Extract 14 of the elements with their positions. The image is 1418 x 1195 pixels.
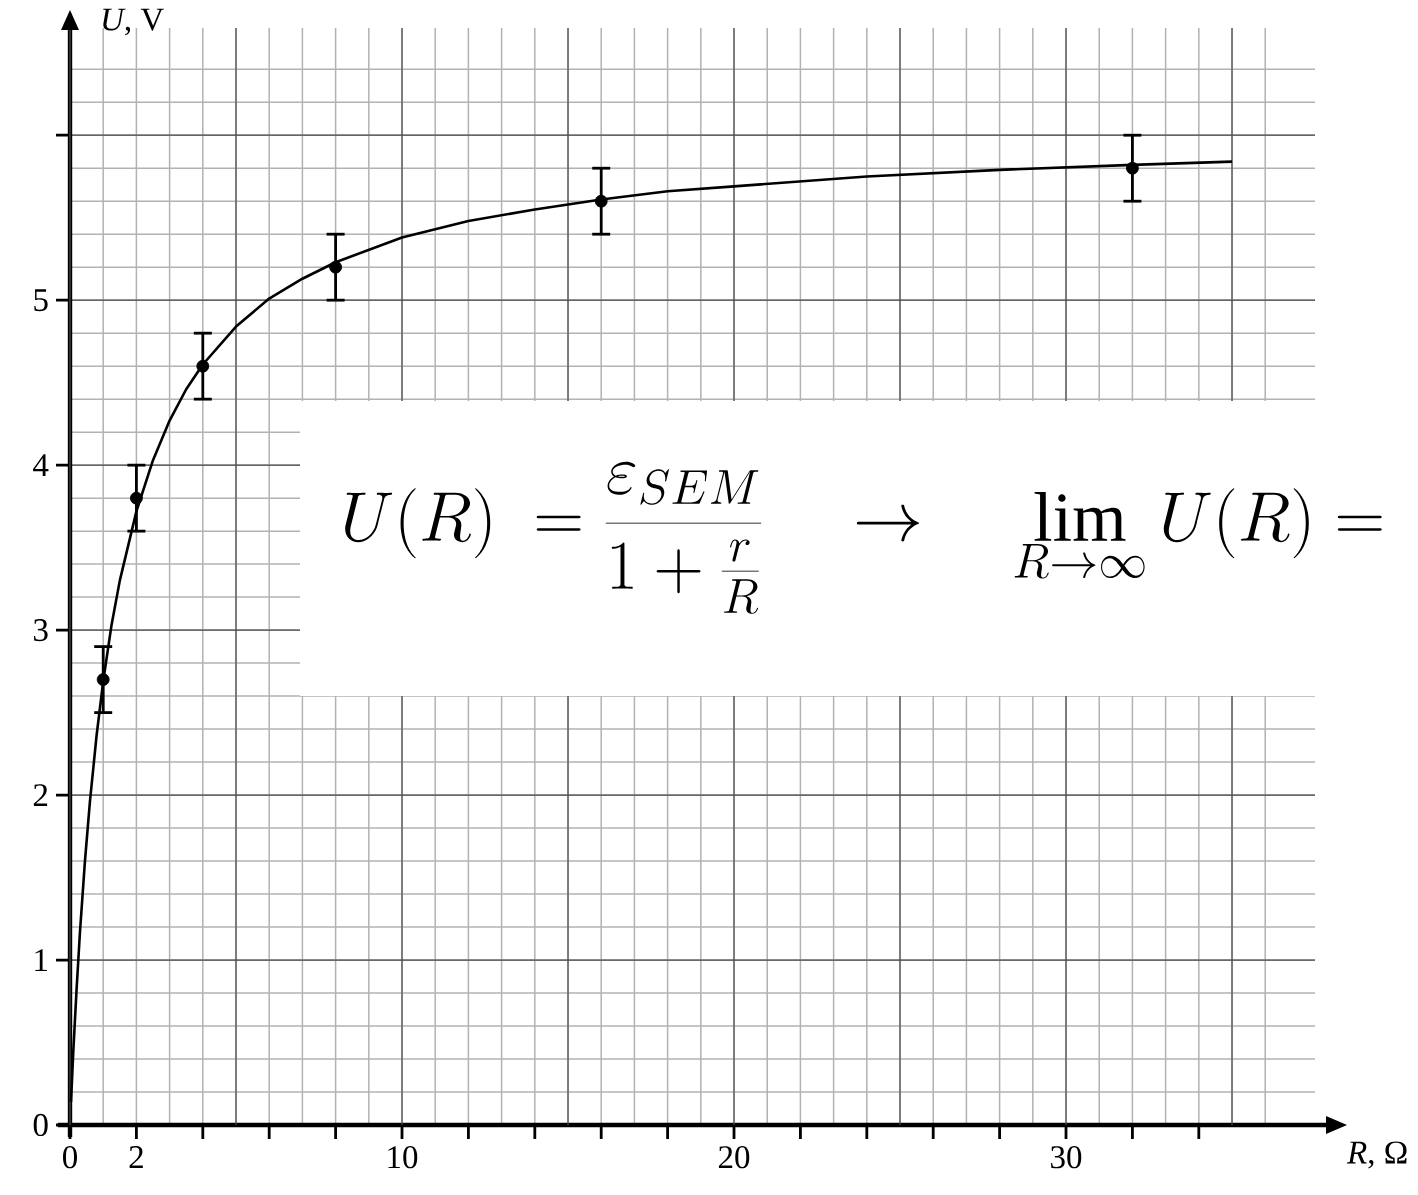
y-tick-label: 0 [33, 1113, 48, 1137]
y-tick-label: 2 [33, 784, 48, 806]
x-tick-label: 20 [718, 1146, 750, 1169]
y-tick-label: 4 [33, 454, 49, 476]
x-tick-label: 0 [63, 1146, 77, 1169]
annotation: $U(R)\ =\frac{\varepsilon_{SEM}}{1+\frac{r}{R}}\quad\rightarrow\quad\lim_{R\rightarrow\infty}U(R)=$ [345, 461, 1382, 614]
y-tick-label: 5 [34, 289, 48, 312]
x-tick-label: 30 [1051, 1146, 1082, 1169]
y-tick-label: 1 [35, 949, 47, 971]
x-tick-label: 10 [388, 1146, 418, 1169]
y-tick-label: 3 [34, 619, 48, 642]
x-tick-label: 2 [129, 1146, 143, 1168]
x-axis-title: R, Ω [1346, 1141, 1407, 1169]
y-axis-title: U, V [103, 8, 164, 36]
